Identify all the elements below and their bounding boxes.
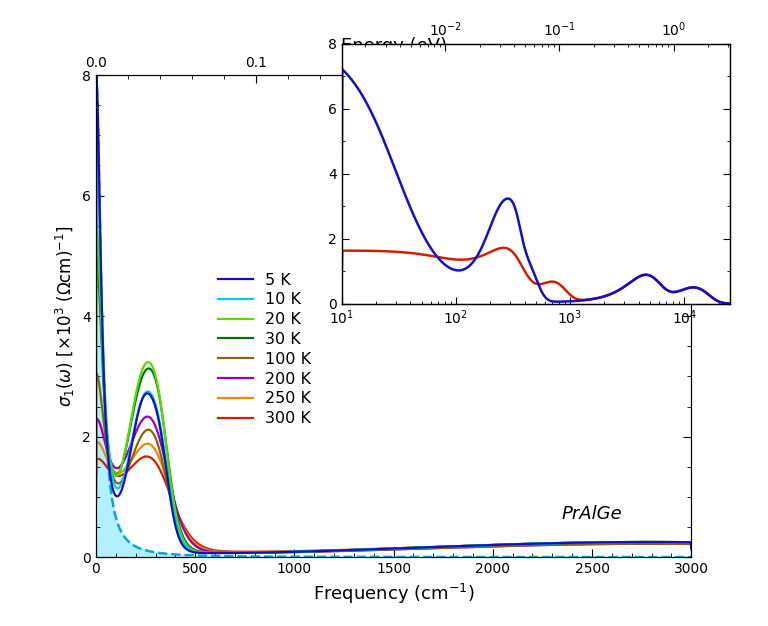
20 K <box>236 549 245 557</box>
5 K <box>91 72 101 80</box>
X-axis label: Frequency (cm$^{-1}$): Frequency (cm$^{-1}$) <box>313 582 475 606</box>
250 K <box>230 548 239 556</box>
30 K <box>91 249 101 257</box>
5 K <box>316 547 325 555</box>
5 K <box>359 546 368 553</box>
20 K <box>687 545 696 552</box>
100 K <box>359 546 368 554</box>
30 K <box>687 545 696 552</box>
200 K <box>687 545 696 553</box>
Y-axis label: $\sigma_1(\omega)$ [$\times$10$^3$ ($\Omega$cm)$^{-1}$]: $\sigma_1(\omega)$ [$\times$10$^3$ ($\Om… <box>54 225 77 407</box>
Line: 30 K: 30 K <box>96 253 691 553</box>
20 K <box>217 549 226 557</box>
20 K <box>359 546 368 553</box>
5 K <box>233 549 242 557</box>
200 K <box>143 413 152 420</box>
250 K <box>92 438 101 446</box>
250 K <box>233 548 242 556</box>
Line: 5 K: 5 K <box>96 76 691 553</box>
5 K <box>210 550 219 557</box>
Line: 300 K: 300 K <box>96 456 691 552</box>
Line: 200 K: 200 K <box>96 416 691 553</box>
250 K <box>316 547 325 555</box>
Text: PrAlGe: PrAlGe <box>562 505 623 523</box>
200 K <box>359 546 368 554</box>
20 K <box>682 538 691 546</box>
X-axis label: Energy (eV): Energy (eV) <box>340 37 447 54</box>
30 K <box>230 549 239 557</box>
20 K <box>91 220 101 227</box>
20 K <box>233 549 242 557</box>
10 K <box>236 549 245 557</box>
100 K <box>230 549 239 557</box>
300 K <box>233 548 242 555</box>
300 K <box>236 548 245 555</box>
5 K <box>230 549 239 557</box>
200 K <box>230 549 239 557</box>
30 K <box>217 549 227 557</box>
30 K <box>682 538 691 546</box>
100 K <box>236 549 245 557</box>
20 K <box>316 547 325 555</box>
300 K <box>359 545 368 553</box>
300 K <box>230 548 239 555</box>
300 K <box>687 545 696 552</box>
250 K <box>240 548 250 556</box>
250 K <box>91 485 101 492</box>
10 K <box>91 131 101 138</box>
100 K <box>233 549 242 557</box>
100 K <box>687 545 696 553</box>
30 K <box>359 546 368 553</box>
300 K <box>242 548 251 555</box>
200 K <box>682 540 691 548</box>
30 K <box>91 371 101 378</box>
250 K <box>359 546 368 554</box>
250 K <box>682 540 691 547</box>
5 K <box>91 264 101 272</box>
100 K <box>91 443 101 451</box>
10 K <box>316 547 325 555</box>
300 K <box>142 453 151 460</box>
Line: 100 K: 100 K <box>96 373 691 553</box>
200 K <box>91 471 101 478</box>
200 K <box>236 549 245 557</box>
5 K <box>236 549 245 557</box>
250 K <box>236 548 245 556</box>
300 K <box>91 495 101 502</box>
10 K <box>233 549 242 557</box>
10 K <box>687 545 696 552</box>
250 K <box>687 545 696 553</box>
200 K <box>316 548 325 555</box>
30 K <box>236 549 245 557</box>
200 K <box>237 549 246 557</box>
30 K <box>233 549 242 557</box>
10 K <box>359 546 368 553</box>
10 K <box>215 549 224 557</box>
20 K <box>91 353 101 361</box>
20 K <box>230 549 239 557</box>
10 K <box>91 299 101 307</box>
300 K <box>316 546 325 554</box>
30 K <box>316 547 325 555</box>
100 K <box>316 548 325 555</box>
200 K <box>233 549 242 557</box>
100 K <box>91 369 101 377</box>
100 K <box>227 549 236 557</box>
5 K <box>682 538 691 546</box>
Legend: 5 K, 10 K, 20 K, 30 K, 100 K, 200 K, 250 K, 300 K: 5 K, 10 K, 20 K, 30 K, 100 K, 200 K, 250… <box>211 266 318 433</box>
Line: 250 K: 250 K <box>96 442 691 552</box>
10 K <box>682 538 691 546</box>
Line: 10 K: 10 K <box>96 135 691 553</box>
10 K <box>230 549 239 557</box>
100 K <box>682 540 691 548</box>
300 K <box>682 538 691 546</box>
5 K <box>687 545 696 552</box>
Line: 20 K: 20 K <box>96 223 691 553</box>
